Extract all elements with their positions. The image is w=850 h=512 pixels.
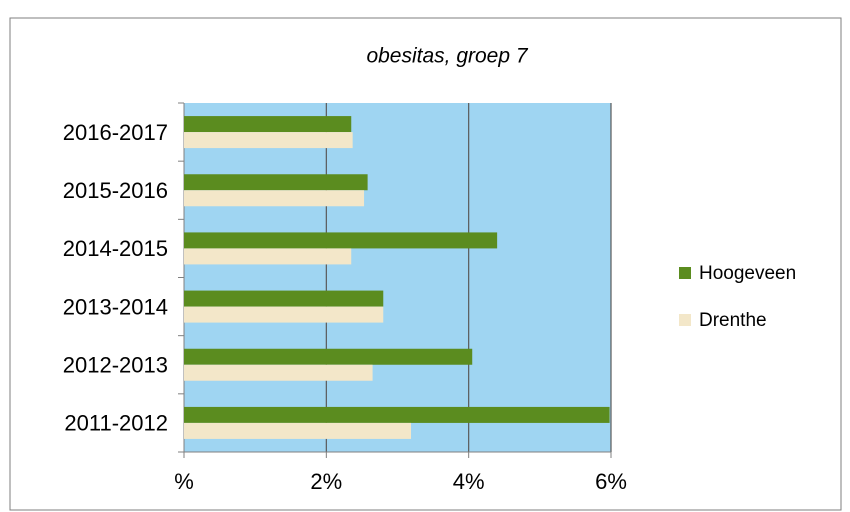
x-tick-label: 4% [453, 469, 485, 494]
x-tick-label: % [174, 469, 194, 494]
bar [184, 248, 352, 265]
x-tick-label: 6% [595, 469, 627, 494]
y-tick-label: 2016-2017 [63, 120, 168, 145]
bar [184, 422, 412, 439]
y-tick-label: 2014-2015 [63, 236, 168, 261]
bar [184, 306, 384, 323]
legend-label: Drenthe [699, 310, 767, 331]
y-tick-label: 2011-2012 [64, 411, 168, 436]
chart-title: obesitas, groep 7 [366, 45, 528, 68]
bar [184, 116, 352, 133]
x-tick-label: 2% [310, 469, 342, 494]
bar [184, 364, 373, 381]
legend-label: Hoogeveen [699, 263, 796, 284]
y-tick-label: 2012-2013 [63, 353, 168, 378]
bar [184, 132, 353, 149]
bar [184, 406, 610, 423]
y-tick-label: 2015-2016 [63, 178, 168, 203]
bar [184, 190, 365, 207]
bar [184, 348, 473, 365]
bar [184, 174, 368, 191]
legend-swatch [679, 267, 691, 279]
bar [184, 232, 498, 249]
bar [184, 290, 384, 307]
plot-area [184, 103, 611, 452]
y-tick-label: 2013-2014 [63, 294, 168, 319]
legend-swatch [679, 314, 691, 326]
